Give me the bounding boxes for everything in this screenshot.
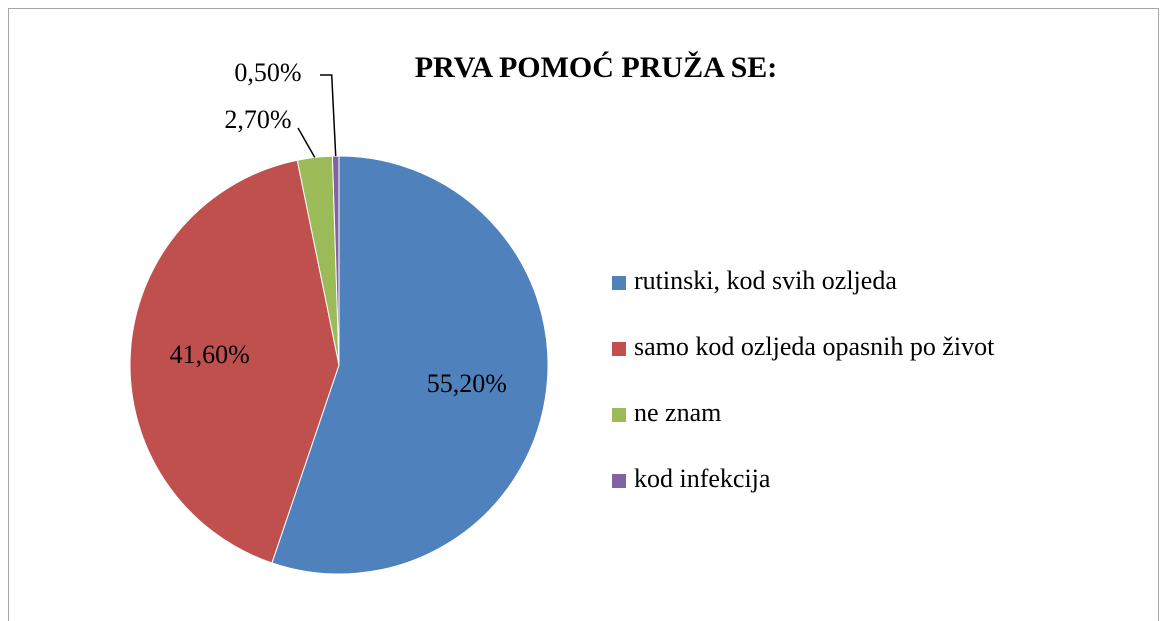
pie-slice [271,155,549,575]
legend-swatch [612,408,626,422]
legend-label: ne znam [634,398,721,427]
legend-label: rutinski, kod svih ozljeda [634,266,897,295]
data-label: 0,50% [234,58,301,87]
legend-label: samo kod ozljeda opasnih po život [634,332,995,361]
data-label: 2,70% [224,105,291,134]
pie-slice [129,159,340,564]
chart-title: PRVA POMOĆ PRUŽA SE: [415,51,778,84]
data-label: 55,20% [427,369,507,398]
legend-label: kod infekcija [634,464,771,493]
leader-line [297,127,316,158]
legend-swatch [612,276,626,290]
leader-line [320,74,337,157]
legend-swatch [612,342,626,356]
legend-swatch [612,474,626,488]
data-label: 41,60% [170,340,250,369]
